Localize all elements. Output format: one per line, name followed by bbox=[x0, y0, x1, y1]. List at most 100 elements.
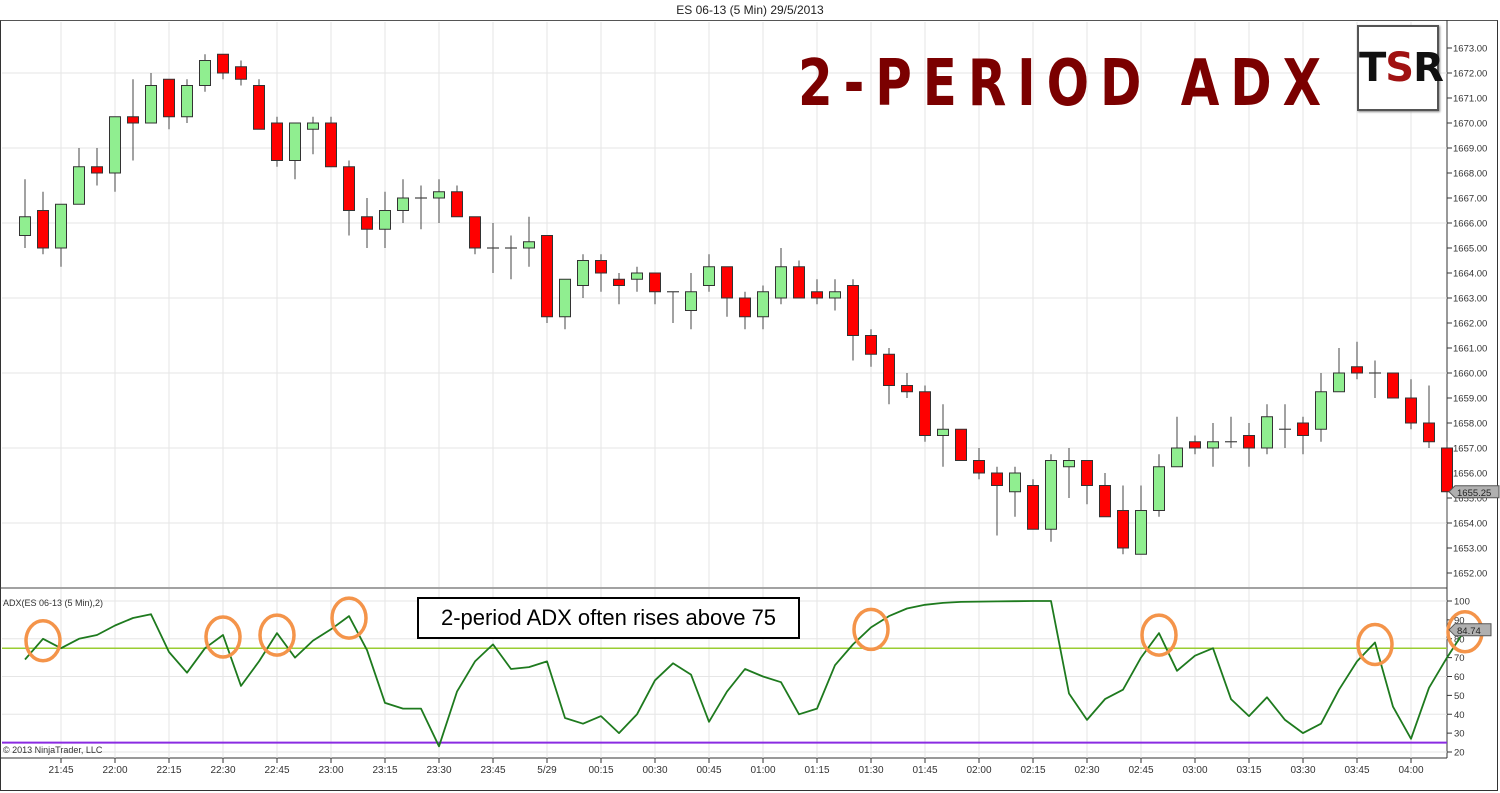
adx-tick-label: 50 bbox=[1454, 691, 1465, 702]
time-tick-label: 02:30 bbox=[1074, 765, 1099, 776]
price-tick-label: 1664.00 bbox=[1453, 269, 1487, 280]
highlight-circle bbox=[1140, 613, 1178, 657]
candle-body bbox=[595, 260, 607, 274]
candle-down bbox=[451, 185, 463, 218]
candle-body bbox=[991, 472, 1003, 486]
candle-body bbox=[685, 291, 697, 311]
price-tick-label: 1652.00 bbox=[1453, 569, 1487, 580]
candle-body bbox=[199, 60, 211, 86]
time-tick-label: 00:30 bbox=[642, 765, 667, 776]
candle-body bbox=[37, 210, 49, 249]
candle-up bbox=[1261, 404, 1273, 455]
candle-body bbox=[1333, 372, 1345, 393]
time-tick-label: 01:15 bbox=[804, 765, 829, 776]
time-tick-label: 02:45 bbox=[1128, 765, 1153, 776]
price-tick-label: 1670.00 bbox=[1453, 119, 1487, 130]
candle-up bbox=[1279, 404, 1291, 448]
time-tick-label: 23:30 bbox=[426, 765, 451, 776]
candle-body bbox=[109, 116, 121, 174]
candle-down bbox=[1027, 479, 1039, 530]
adx-value-marker bbox=[1448, 623, 1492, 637]
time-tick-label: 04:00 bbox=[1398, 765, 1423, 776]
candle-down bbox=[1297, 416, 1309, 455]
candle-down bbox=[91, 148, 103, 186]
candle-up bbox=[757, 285, 769, 330]
candle-down bbox=[325, 116, 337, 168]
candle-body bbox=[73, 166, 85, 205]
candle-body bbox=[1117, 510, 1129, 549]
candle-body bbox=[703, 266, 715, 286]
candle-down bbox=[721, 266, 733, 317]
candle-down bbox=[1387, 372, 1399, 399]
candle-down bbox=[1117, 485, 1129, 555]
highlight-circle bbox=[330, 596, 368, 640]
candle-body bbox=[883, 353, 895, 386]
candle-body bbox=[145, 85, 157, 124]
candle-down bbox=[847, 279, 859, 361]
candlestick-series bbox=[19, 53, 1453, 555]
price-tick-label: 1655.00 bbox=[1453, 494, 1487, 505]
adx-tick-label: 60 bbox=[1454, 672, 1465, 683]
candle-down bbox=[613, 273, 625, 305]
candle-up bbox=[145, 73, 157, 124]
candle-body bbox=[1045, 460, 1057, 530]
price-tick-label: 1661.00 bbox=[1453, 344, 1487, 355]
time-tick-label: 03:30 bbox=[1290, 765, 1315, 776]
candle-up bbox=[1225, 416, 1237, 448]
adx-tick-label: 90 bbox=[1454, 615, 1465, 626]
candle-body bbox=[1351, 366, 1363, 374]
candle-up bbox=[181, 79, 193, 123]
candle-body bbox=[775, 266, 787, 299]
time-tick-label: 01:30 bbox=[858, 765, 883, 776]
chart-frame bbox=[0, 20, 1498, 791]
candle-body bbox=[1009, 472, 1021, 493]
candle-up bbox=[1315, 373, 1327, 442]
candle-body bbox=[955, 428, 967, 461]
adx-tick-label: 20 bbox=[1454, 748, 1465, 759]
candle-body bbox=[1135, 510, 1147, 555]
candle-body bbox=[523, 241, 535, 249]
candle-body bbox=[847, 285, 859, 336]
adx-tick-label: 70 bbox=[1454, 653, 1465, 664]
candle-body bbox=[757, 291, 769, 318]
candle-body bbox=[433, 191, 445, 199]
time-axis: 21:45 22:00 22:15 22:30 22:45 23:00 23:15 23:30… bbox=[48, 758, 1424, 776]
adx-tick-label: 40 bbox=[1454, 710, 1465, 721]
candle-body bbox=[541, 235, 553, 318]
time-tick-label: 23:00 bbox=[318, 765, 343, 776]
time-tick-label: 23:15 bbox=[372, 765, 397, 776]
candle-body bbox=[217, 53, 229, 74]
time-tick-label: 22:15 bbox=[156, 765, 181, 776]
candle-body bbox=[451, 191, 463, 218]
candle-down bbox=[1423, 385, 1435, 448]
candle-up bbox=[1009, 466, 1021, 517]
candle-down bbox=[1081, 460, 1093, 505]
candle-body bbox=[721, 266, 733, 299]
candle-up bbox=[397, 179, 409, 223]
candle-body bbox=[1423, 422, 1435, 443]
adx-value-label: 84.74 bbox=[1457, 626, 1481, 637]
price-tick-label: 1673.00 bbox=[1453, 44, 1487, 55]
candle-body bbox=[397, 197, 409, 211]
candle-body bbox=[127, 116, 139, 124]
time-tick-label: 01:00 bbox=[750, 765, 775, 776]
candle-down bbox=[37, 191, 49, 255]
time-tick-label: 03:00 bbox=[1182, 765, 1207, 776]
candle-up bbox=[1369, 360, 1381, 398]
adx-line bbox=[24, 600, 1466, 748]
candle-up bbox=[937, 404, 949, 467]
candle-body bbox=[1387, 372, 1399, 399]
candle-down bbox=[793, 260, 805, 299]
candle-body bbox=[91, 166, 103, 174]
candle-down bbox=[469, 216, 481, 255]
time-tick-label: 03:45 bbox=[1344, 765, 1369, 776]
candle-down bbox=[163, 78, 175, 130]
candle-body bbox=[1027, 485, 1039, 530]
candle-down bbox=[865, 329, 877, 367]
candle-body bbox=[325, 122, 337, 168]
candle-body bbox=[1243, 435, 1255, 449]
price-tick-label: 1669.00 bbox=[1453, 144, 1487, 155]
price-tick-label: 1660.00 bbox=[1453, 369, 1487, 380]
candle-body bbox=[19, 216, 31, 236]
